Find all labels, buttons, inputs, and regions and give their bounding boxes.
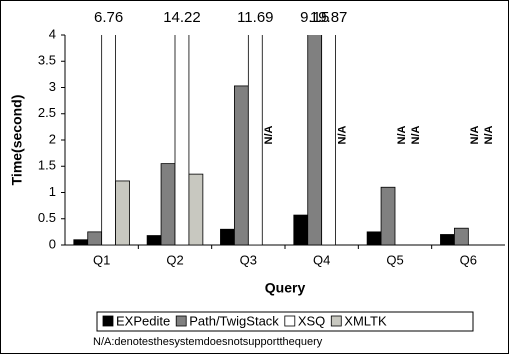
y-tick-label: 0 [49, 236, 56, 251]
legend-swatch [330, 315, 342, 327]
value-label: 6.76 [94, 9, 123, 26]
bar [146, 235, 162, 246]
bar [220, 228, 235, 246]
legend-label: XSQ [298, 313, 325, 328]
y-tick-label: 3.5 [38, 53, 56, 68]
bar [440, 234, 455, 246]
value-label: N/A [469, 125, 481, 144]
y-tick-label: 2 [49, 131, 56, 146]
value-label: N/A [263, 125, 275, 144]
value-label: 19.87 [310, 9, 348, 26]
bar [453, 227, 469, 246]
y-tick-label: 0.5 [38, 210, 56, 225]
x-tick-label: Q6 [460, 252, 477, 267]
value-label: 11.69 [237, 9, 273, 26]
value-label: N/A [336, 125, 348, 144]
legend-swatch [175, 315, 187, 327]
bar [247, 35, 263, 246]
bar [87, 231, 103, 246]
bar [233, 85, 249, 246]
x-tick-label: Q3 [240, 252, 257, 267]
bar [307, 35, 323, 246]
value-label: N/A [410, 125, 422, 144]
x-axis-title: Query [265, 280, 306, 296]
bar [293, 214, 309, 246]
value-label: 9.15 [300, 9, 329, 26]
x-tick-label: Q1 [93, 252, 110, 267]
bar [188, 173, 204, 246]
legend-label: Path/TwigStack [189, 313, 279, 328]
bar [174, 35, 190, 246]
x-tick-label: Q2 [166, 252, 183, 267]
y-tick-label: 1 [49, 184, 56, 199]
value-label: N/A [483, 125, 495, 144]
bar [115, 180, 130, 246]
y-tick-label: 4 [49, 26, 56, 41]
value-label: 14.22 [163, 9, 201, 26]
legend-swatch [284, 315, 296, 327]
y-tick-label: 2.5 [38, 105, 56, 120]
bar [73, 239, 89, 246]
bar [101, 35, 116, 246]
x-tick-label: Q4 [313, 252, 330, 267]
legend-label: XMLTK [344, 313, 387, 328]
x-tick-label: Q5 [386, 252, 403, 267]
footnote: N/A:denotesthesystemdoesnotsupporttheque… [93, 336, 323, 348]
bar [366, 231, 382, 246]
y-tick-label: 1.5 [38, 158, 56, 173]
legend-label: EXPedite [116, 313, 170, 328]
y-tick-label: 3 [49, 79, 56, 94]
value-label: N/A [396, 125, 408, 144]
bar [160, 163, 176, 246]
y-axis-title: Time(second) [9, 95, 25, 186]
bar [321, 35, 336, 246]
legend-swatch [102, 315, 114, 327]
bar [380, 186, 396, 246]
bars [73, 35, 469, 246]
